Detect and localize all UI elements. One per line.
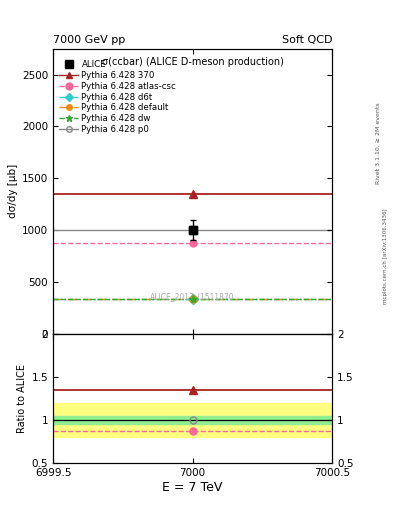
- Y-axis label: Ratio to ALICE: Ratio to ALICE: [17, 364, 28, 433]
- Text: Soft QCD: Soft QCD: [282, 34, 332, 45]
- Bar: [53, 403, 332, 437]
- Text: mcplots.cern.ch [arXiv:1306.3436]: mcplots.cern.ch [arXiv:1306.3436]: [383, 208, 387, 304]
- Bar: [53, 416, 332, 424]
- Legend: ALICE, Pythia 6.428 370, Pythia 6.428 atlas-csc, Pythia 6.428 d6t, Pythia 6.428 : ALICE, Pythia 6.428 370, Pythia 6.428 at…: [57, 59, 178, 136]
- Text: 7000 GeV pp: 7000 GeV pp: [53, 34, 125, 45]
- Text: σ(ccbar) (ALICE D-meson production): σ(ccbar) (ALICE D-meson production): [102, 57, 283, 67]
- Text: Rivet 3.1.10, ≥ 2M events: Rivet 3.1.10, ≥ 2M events: [376, 102, 380, 184]
- Y-axis label: dσ/dy [μb]: dσ/dy [μb]: [8, 164, 18, 218]
- Text: ALICE_2017_I1511870: ALICE_2017_I1511870: [150, 292, 235, 301]
- X-axis label: E = 7 TeV: E = 7 TeV: [162, 481, 223, 494]
